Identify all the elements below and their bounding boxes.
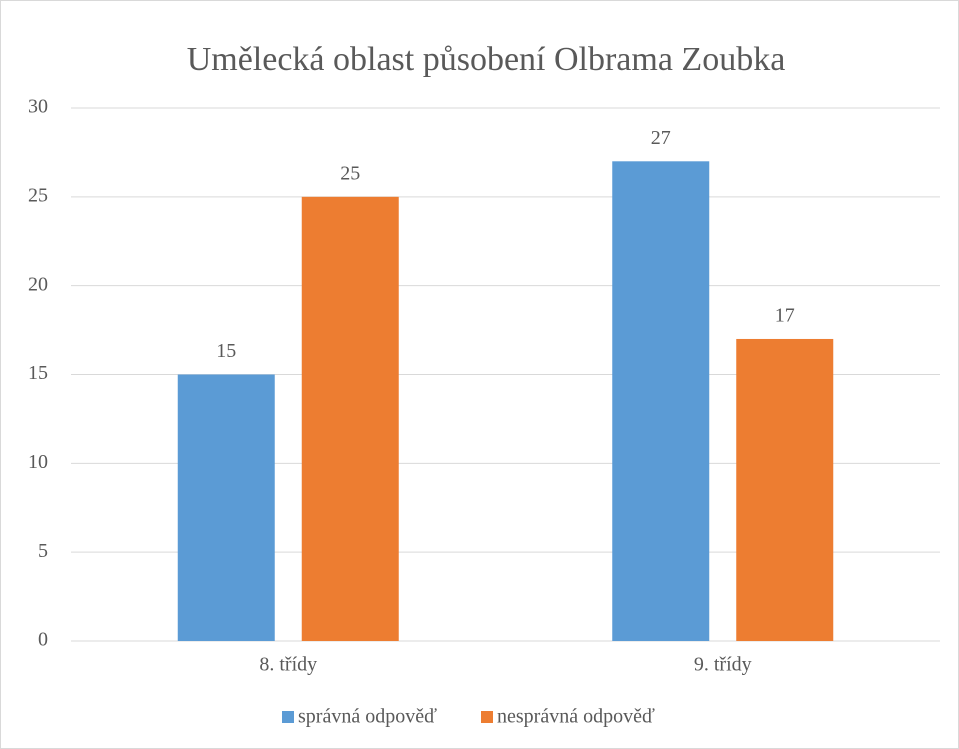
legend-swatch: [282, 711, 294, 723]
y-tick-label: 30: [28, 96, 48, 118]
x-tick-label: 8. třídy: [259, 654, 317, 676]
y-tick-label: 25: [28, 184, 48, 206]
data-label: 27: [651, 127, 671, 149]
y-tick-label: 5: [38, 540, 48, 562]
bar: [301, 196, 399, 642]
y-tick-label: 0: [38, 629, 48, 651]
x-tick-label: 9. třídy: [694, 654, 752, 676]
y-tick-label: 20: [28, 273, 48, 295]
data-label: 15: [216, 340, 236, 362]
bar: [177, 374, 275, 641]
bar: [612, 161, 710, 642]
legend-label: nesprávná odpověď: [497, 706, 655, 728]
chart-title: Umělecká oblast působení Olbrama Zoubka: [187, 41, 786, 78]
data-label: 17: [775, 305, 795, 327]
legend-label: správná odpověď: [298, 706, 437, 728]
legend-swatch: [481, 711, 493, 723]
data-label: 25: [340, 162, 360, 184]
bar: [736, 338, 834, 641]
y-tick-label: 10: [28, 451, 48, 473]
y-tick-label: 15: [28, 362, 48, 384]
